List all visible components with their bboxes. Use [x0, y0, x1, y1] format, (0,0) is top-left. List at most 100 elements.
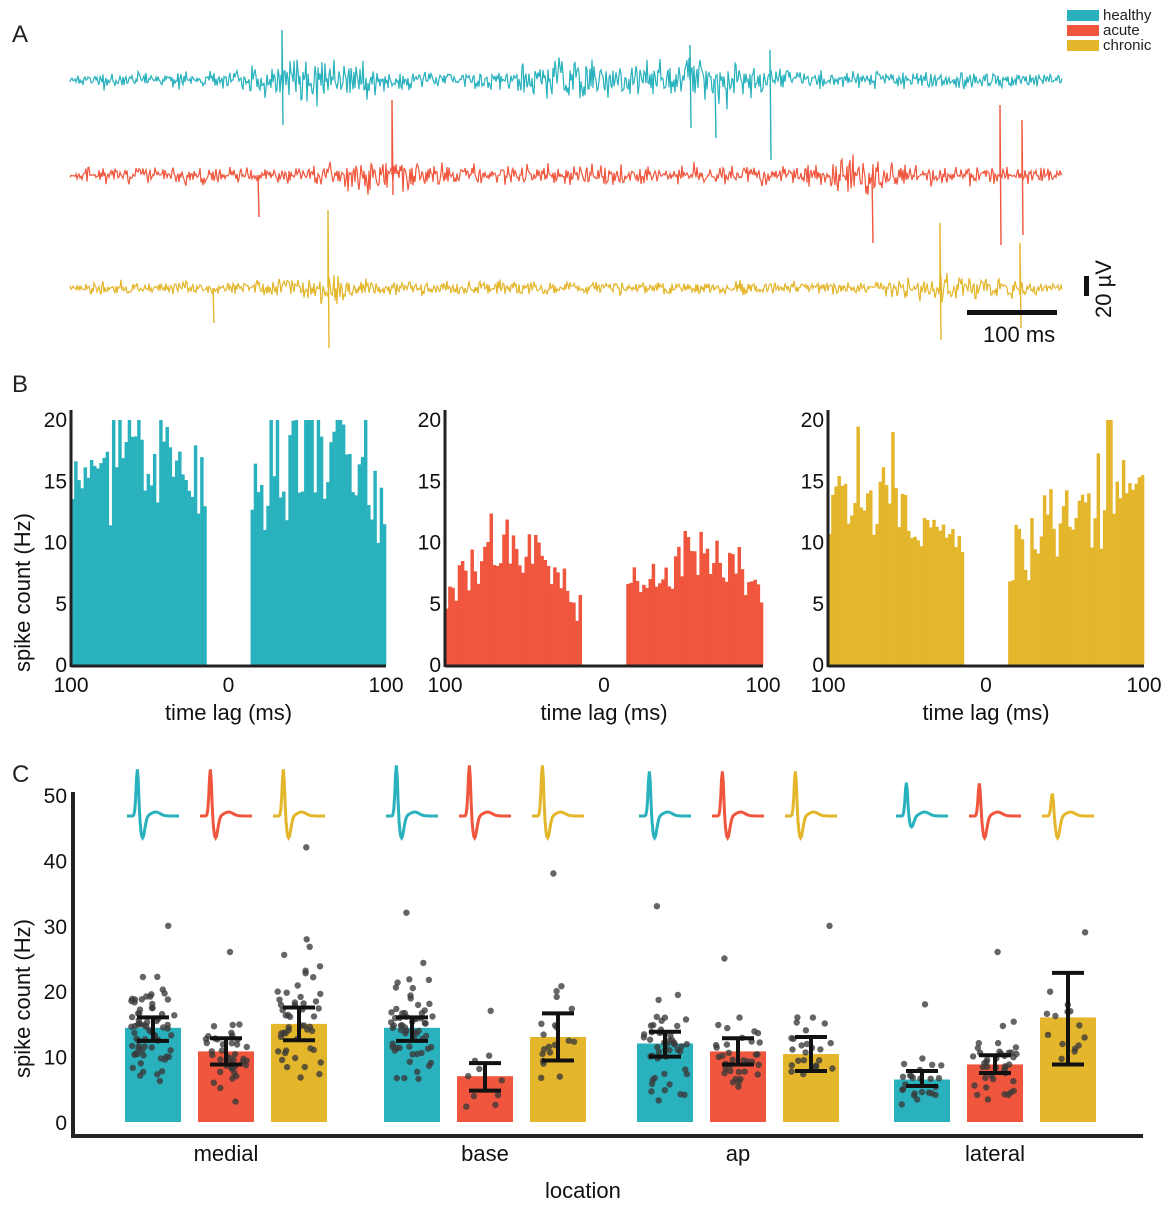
acg-bar-chronic-37	[944, 537, 949, 665]
point-medial-chronic-49	[294, 982, 301, 989]
acg-bar-chronic-69	[1046, 514, 1050, 665]
trace-spike-acute-0	[391, 99, 394, 196]
point-lateral-healthy-10	[929, 1061, 936, 1069]
voltage-scale-label: 20 µV	[1091, 260, 1116, 318]
trace-chronic	[69, 273, 1063, 305]
point-base-acute-2	[470, 1092, 478, 1100]
acg-xtick-healthy-1: 0	[223, 674, 235, 697]
acg-bar-acute-70	[667, 586, 672, 665]
acg-bar-acute-98	[756, 584, 761, 665]
acg-bar-acute-1	[448, 586, 452, 665]
acg-bar-chronic-7	[850, 515, 854, 665]
acg-bar-chronic-58	[1011, 580, 1015, 665]
point-medial-chronic-39	[281, 1049, 289, 1057]
acg-bar-chronic-19	[888, 503, 892, 665]
point-medial-healthy-53	[154, 1071, 161, 1078]
point-medial-acute-11	[233, 1041, 241, 1048]
point-ap-healthy-10	[654, 1043, 661, 1051]
acg-bar-acute-97	[753, 579, 757, 665]
point-medial-healthy-17	[171, 1012, 178, 1019]
point-medial-chronic-16	[300, 1000, 307, 1007]
trace-spike-chronic-1	[939, 222, 942, 341]
point-base-healthy-33	[406, 1043, 413, 1050]
acg-bar-chronic-40	[954, 547, 958, 665]
point-ap-healthy-30	[646, 1036, 654, 1043]
acg-xtick-healthy-2: 100	[368, 674, 403, 697]
point-ap-chronic-20	[802, 1049, 809, 1056]
trace-healthy	[69, 57, 1063, 110]
point-lateral-acute-3	[999, 1022, 1007, 1030]
time-scale-bar	[967, 310, 1057, 315]
acg-bar-acute-58	[629, 582, 633, 665]
point-medial-chronic-1	[306, 943, 313, 950]
point-base-healthy-53	[409, 1051, 416, 1058]
bar-group-lateral: lateral	[894, 782, 1096, 1166]
acg-ytick-healthy-4: 20	[44, 409, 67, 432]
acg-bar-chronic-33	[932, 519, 936, 665]
acg-bar-acute-2	[451, 587, 455, 665]
acg-bar-healthy-71	[294, 420, 299, 665]
point-medial-chronic-27	[283, 989, 290, 996]
point-ap-acute-32	[724, 1024, 731, 1032]
acg-bar-chronic-22	[897, 527, 901, 665]
acg-bar-chronic-32	[929, 527, 933, 665]
acg-bar-healthy-98	[379, 487, 384, 665]
acg-bar-healthy-68	[285, 520, 289, 665]
point-medial-acute-12	[217, 1056, 224, 1063]
acg-bar-healthy-9	[99, 463, 103, 665]
acg-bar-healthy-8	[96, 468, 100, 665]
point-medial-chronic-28	[301, 1022, 308, 1029]
acg-bar-acute-62	[642, 584, 646, 665]
point-base-chronic-18	[538, 1074, 545, 1082]
point-lateral-chronic-7	[1059, 1040, 1066, 1048]
acg-ytick-healthy-1: 5	[55, 593, 67, 616]
acg-ytick-chronic-4: 20	[801, 409, 824, 432]
point-medial-chronic-10	[317, 1059, 324, 1066]
point-base-healthy-45	[393, 1005, 400, 1013]
legend-swatch-acute	[1067, 25, 1099, 36]
point-ap-acute-0	[721, 955, 728, 962]
point-lateral-chronic-5	[1058, 1055, 1065, 1063]
point-lateral-chronic-4	[1052, 1012, 1059, 1020]
bar-group-ap: ap	[637, 771, 839, 1166]
acg-bar-acute-26	[527, 534, 532, 665]
point-ap-healthy-27	[655, 996, 662, 1004]
acg-bar-acute-99	[759, 602, 764, 665]
point-lateral-chronic-3	[1044, 1031, 1052, 1039]
acg-bar-acute-88	[724, 581, 729, 665]
acg-bar-healthy-93	[363, 420, 368, 665]
point-medial-healthy-68	[140, 1052, 147, 1059]
point-base-healthy-47	[429, 1013, 436, 1020]
waveform-base-acute	[459, 765, 511, 842]
point-lateral-healthy-3	[938, 1062, 945, 1069]
category-label-base: base	[461, 1141, 509, 1166]
acg-bar-acute-72	[673, 556, 678, 665]
acg-bar-healthy-31	[168, 447, 173, 665]
acg-bar-acute-16	[495, 565, 500, 665]
acg-bar-healthy-40	[197, 513, 201, 665]
acg-bar-healthy-83	[332, 431, 336, 665]
acg-bar-healthy-12	[108, 525, 113, 665]
acg-bar-acute-3	[454, 600, 459, 665]
waveform-base-chronic	[532, 765, 584, 842]
acg-bar-acute-37	[562, 568, 567, 665]
acg-bar-chronic-70	[1049, 489, 1053, 665]
point-ap-healthy-32	[650, 1021, 657, 1029]
point-medial-healthy-58	[168, 1032, 175, 1039]
acg-bar-acute-4	[457, 565, 462, 665]
acg-bar-acute-11	[479, 561, 484, 665]
acg-bar-chronic-63	[1027, 580, 1031, 665]
acg-bar-chronic-66	[1036, 553, 1041, 665]
acg-bar-chronic-21	[894, 488, 898, 665]
acg-bar-acute-60	[635, 580, 640, 665]
acg-bar-healthy-0	[71, 499, 75, 665]
acg-bar-acute-85	[715, 540, 719, 665]
point-medial-healthy-61	[148, 1044, 155, 1051]
acg-bar-chronic-5	[843, 483, 848, 665]
point-ap-acute-34	[735, 1079, 742, 1086]
point-ap-chronic-5	[829, 1065, 836, 1072]
acg-bar-chronic-23	[900, 493, 905, 665]
acg-ytick-chronic-3: 15	[801, 470, 824, 493]
